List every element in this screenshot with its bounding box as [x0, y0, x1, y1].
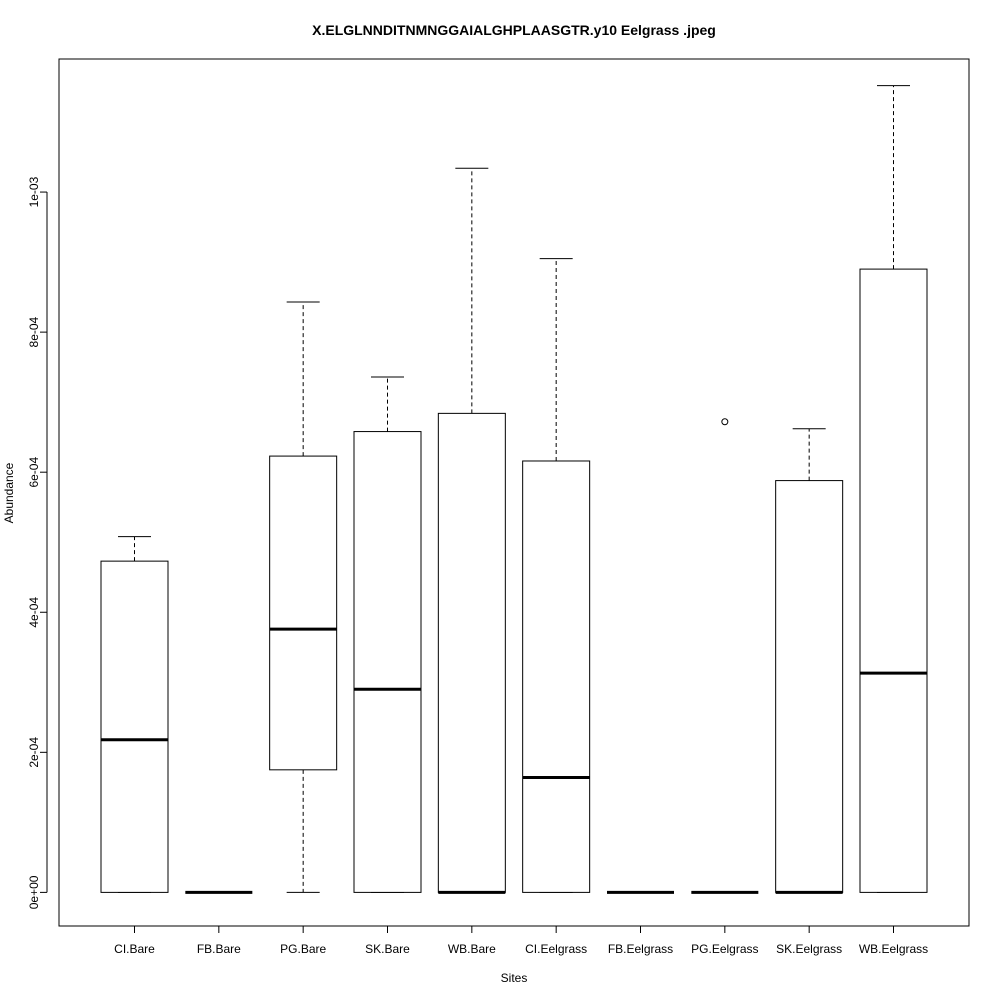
chart-title: X.ELGLNNDITNMNGGAIALGHPLAASGTR.y10 Eelgr…: [312, 22, 716, 38]
outlier-point: [721, 418, 729, 426]
box-WB.Bare: [437, 167, 506, 894]
box-body: [775, 480, 844, 893]
x-tick-label: CI.Bare: [114, 942, 155, 956]
box-CI.Bare: [100, 536, 169, 893]
y-tick-label: 1e-03: [27, 176, 41, 207]
x-tick-label: WB.Eelgrass: [859, 942, 928, 956]
box-SK.Eelgrass: [775, 428, 844, 894]
x-axis: CI.Bare FB.Bare PG.Bare SK.Bare WB.Bare CI.Ee…: [114, 925, 928, 956]
box-PG.Bare: [269, 301, 338, 893]
x-axis-label: Sites: [501, 971, 528, 985]
x-tick-label: FB.Bare: [197, 942, 241, 956]
box-WB.Eelgrass: [859, 85, 928, 893]
box-body: [522, 460, 591, 893]
box-body: [269, 455, 338, 771]
x-tick-label: FB.Eelgrass: [608, 942, 673, 956]
y-axis-label: Abundance: [2, 462, 16, 523]
x-tick-label: PG.Eelgrass: [691, 942, 758, 956]
y-tick-label: 6e-04: [27, 457, 41, 488]
y-tick-label: 8e-04: [27, 316, 41, 347]
x-tick-label: PG.Bare: [280, 942, 326, 956]
y-tick-label: 2e-04: [27, 737, 41, 768]
box-body: [353, 431, 422, 893]
box-CI.Eelgrass: [522, 258, 591, 893]
y-axis: 0e+00 2e-04 4e-04 6e-04 8e-04 1e-03: [27, 176, 48, 909]
box-body: [859, 268, 928, 893]
box-SK.Bare: [353, 376, 422, 893]
x-tick-label: SK.Bare: [365, 942, 410, 956]
box-body: [100, 560, 169, 893]
box-body: [437, 412, 506, 893]
y-tick-label: 0e+00: [27, 875, 41, 909]
box-PG.Eelgrass: [691, 418, 759, 894]
y-tick-label: 4e-04: [27, 597, 41, 628]
x-tick-label: SK.Eelgrass: [776, 942, 842, 956]
x-tick-label: CI.Eelgrass: [525, 942, 587, 956]
x-tick-label: WB.Bare: [448, 942, 496, 956]
boxes: [100, 85, 928, 894]
